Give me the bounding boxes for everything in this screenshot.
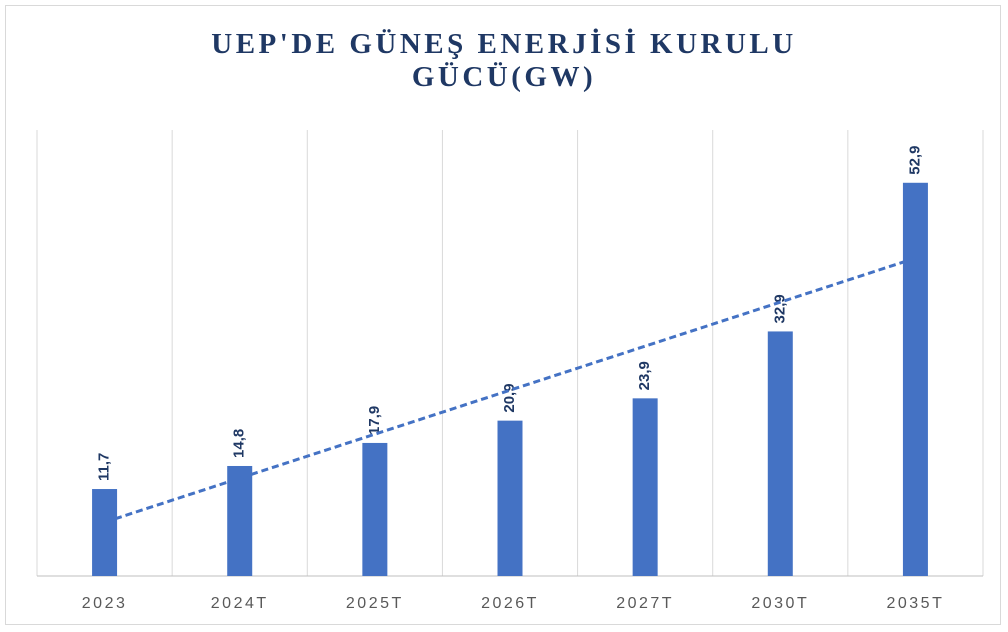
chart-frame <box>5 5 1001 625</box>
chart-title: UEP'DE GÜNEŞ ENERJİSİ KURULU GÜCÜ(GW) <box>211 28 797 93</box>
data-label: 52,9 <box>906 146 923 175</box>
x-tick-label: 2025T <box>346 595 404 612</box>
x-tick-label: 2024T <box>211 595 269 612</box>
x-tick-label: 2027T <box>616 595 674 612</box>
bar <box>92 489 118 576</box>
bar <box>227 465 253 576</box>
x-tick-label: 2026T <box>481 595 539 612</box>
data-label: 17,9 <box>366 406 383 435</box>
data-label: 14,8 <box>231 429 248 458</box>
bar <box>362 442 388 576</box>
x-tick-label: 2023 <box>82 595 128 612</box>
data-label: 11,7 <box>96 453 113 481</box>
data-label: 32,9 <box>771 294 788 323</box>
x-tick-label: 2030T <box>751 595 809 612</box>
bar <box>497 420 523 576</box>
bar <box>632 398 658 576</box>
x-tick-label: 2035T <box>886 595 944 612</box>
bar <box>902 182 928 576</box>
bar <box>767 331 793 576</box>
trendline <box>104 256 916 524</box>
data-label: 23,9 <box>636 361 653 390</box>
